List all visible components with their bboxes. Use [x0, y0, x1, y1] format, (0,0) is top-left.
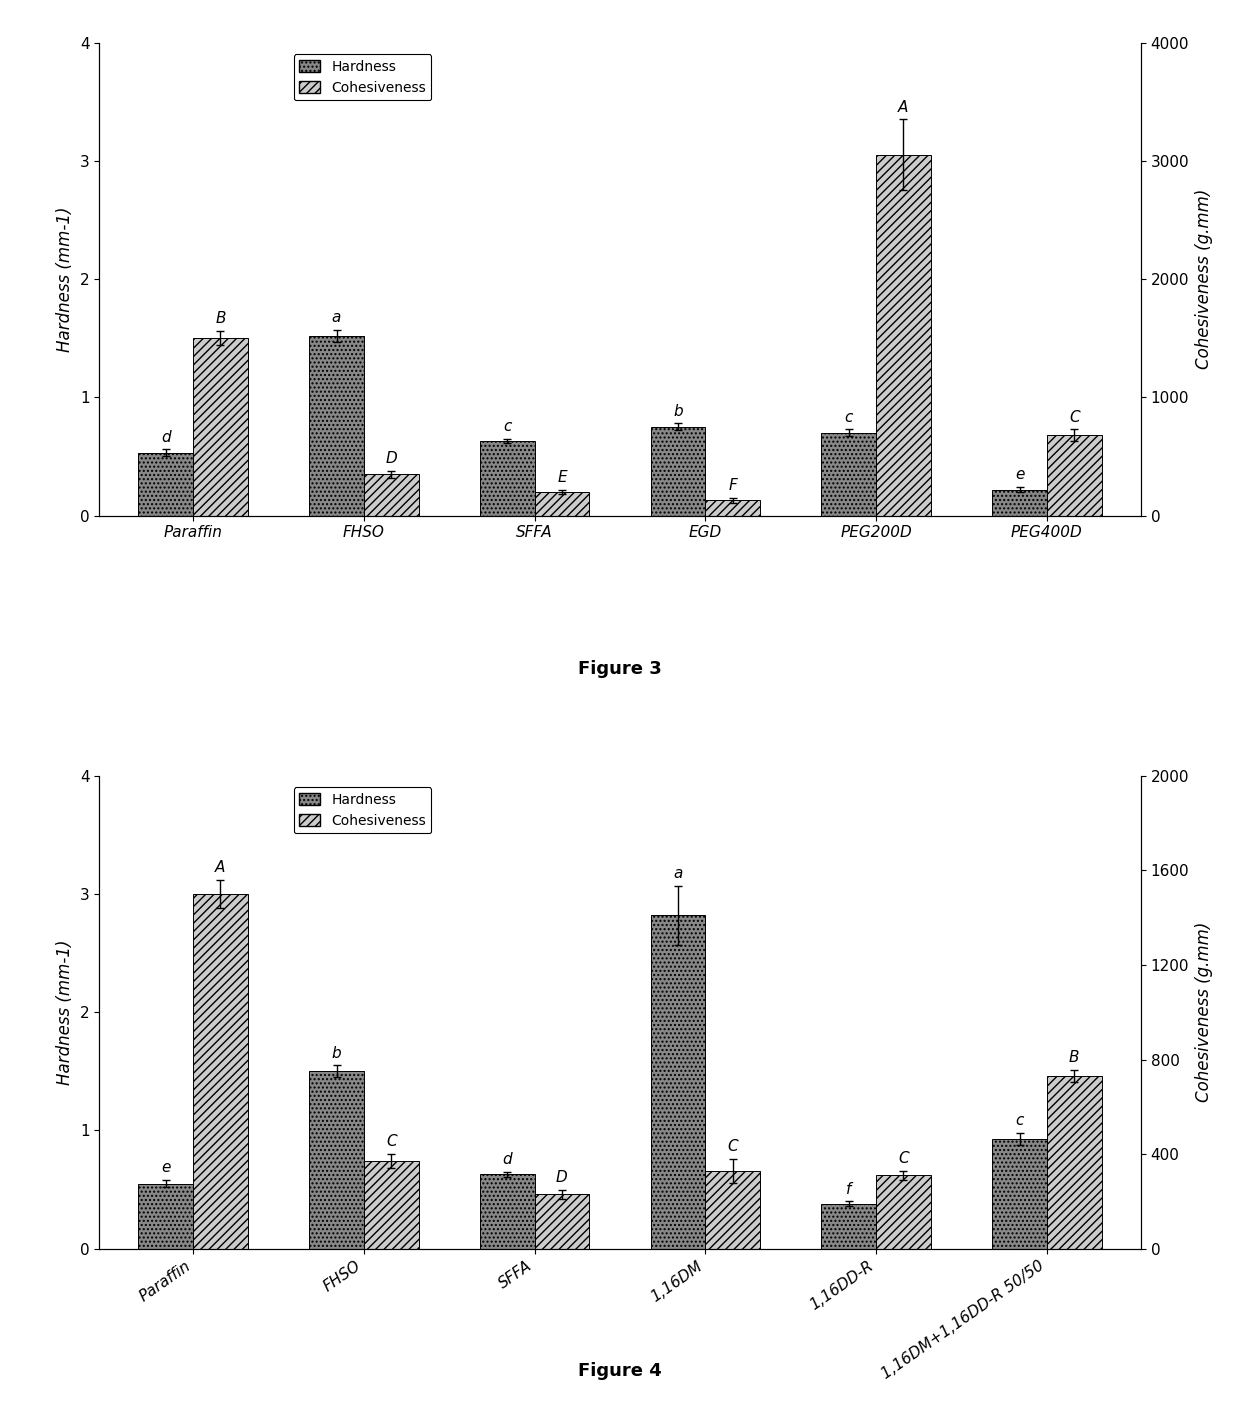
Bar [193, 338, 248, 515]
Y-axis label: Hardness (mm-1): Hardness (mm-1) [56, 939, 74, 1086]
Text: c: c [503, 419, 511, 434]
Text: Figure 3: Figure 3 [578, 660, 662, 678]
Text: b: b [673, 403, 683, 419]
Bar [534, 492, 589, 515]
Text: C: C [386, 1134, 397, 1149]
Bar [992, 1139, 1047, 1249]
Bar [877, 155, 931, 515]
Text: Figure 4: Figure 4 [578, 1362, 662, 1381]
Bar [1047, 1076, 1101, 1249]
Bar [821, 1203, 877, 1249]
Text: f: f [846, 1182, 852, 1196]
Bar [1047, 436, 1101, 515]
Bar [534, 1195, 589, 1249]
Text: D: D [556, 1169, 568, 1185]
Y-axis label: Cohesiveness (g.mm): Cohesiveness (g.mm) [1194, 922, 1213, 1103]
Text: a: a [332, 311, 341, 325]
Text: e: e [1014, 467, 1024, 482]
Legend: Hardness, Cohesiveness: Hardness, Cohesiveness [294, 54, 432, 101]
Y-axis label: Hardness (mm-1): Hardness (mm-1) [56, 206, 74, 352]
Y-axis label: Cohesiveness (g.mm): Cohesiveness (g.mm) [1194, 189, 1213, 369]
Text: F: F [728, 478, 737, 494]
Bar [480, 441, 534, 515]
Bar [992, 490, 1047, 515]
Text: C: C [898, 1151, 909, 1166]
Text: c: c [1016, 1112, 1024, 1128]
Bar [821, 433, 877, 515]
Text: A: A [216, 860, 226, 876]
Bar [309, 336, 363, 515]
Bar [706, 1171, 760, 1249]
Bar [651, 427, 706, 515]
Text: A: A [898, 99, 909, 115]
Legend: Hardness, Cohesiveness: Hardness, Cohesiveness [294, 788, 432, 833]
Bar [363, 474, 419, 515]
Text: d: d [161, 430, 171, 444]
Bar [877, 1175, 931, 1249]
Bar [193, 894, 248, 1249]
Text: C: C [1069, 410, 1080, 424]
Text: d: d [502, 1152, 512, 1168]
Text: b: b [332, 1046, 341, 1061]
Text: B: B [1069, 1050, 1080, 1066]
Bar [139, 453, 193, 515]
Bar [706, 499, 760, 515]
Text: E: E [557, 470, 567, 485]
Text: a: a [673, 866, 683, 881]
Bar [309, 1071, 363, 1249]
Bar [363, 1161, 419, 1249]
Bar [651, 915, 706, 1249]
Text: c: c [844, 410, 853, 424]
Text: e: e [161, 1161, 170, 1175]
Text: D: D [386, 451, 397, 465]
Bar [480, 1175, 534, 1249]
Text: C: C [728, 1139, 738, 1154]
Text: B: B [216, 311, 226, 326]
Bar [139, 1183, 193, 1249]
